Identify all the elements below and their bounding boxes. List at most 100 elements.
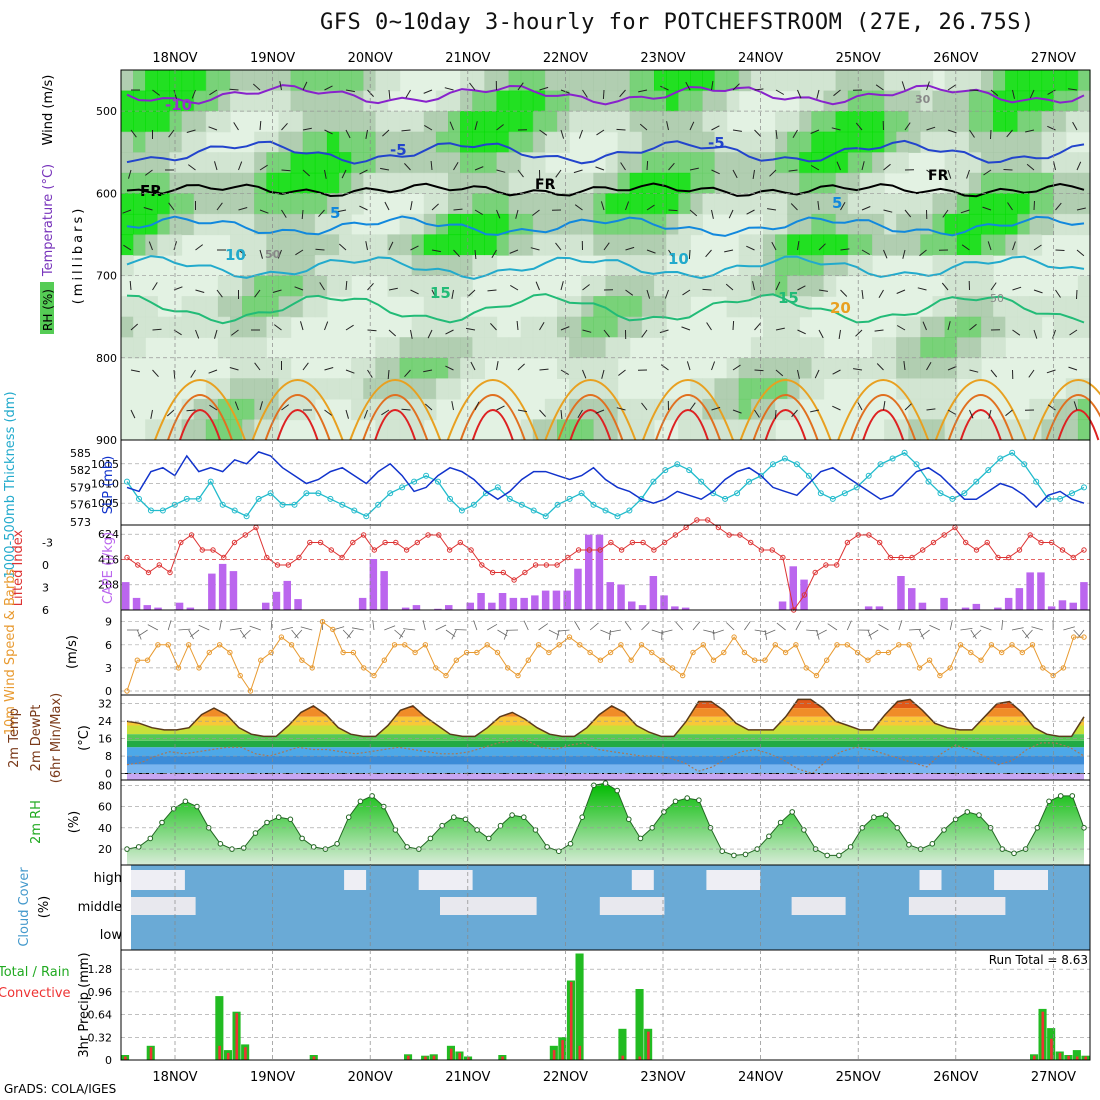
rh-cell bbox=[363, 234, 376, 256]
precip-convective-bar bbox=[501, 1056, 504, 1060]
rh-marker bbox=[661, 809, 667, 815]
rh-cell bbox=[605, 296, 619, 318]
rh-cell bbox=[169, 90, 183, 112]
rh-cell bbox=[121, 90, 134, 112]
rh-cell bbox=[702, 398, 716, 421]
rh-cell bbox=[278, 152, 292, 174]
wind-barb bbox=[384, 201, 390, 211]
rh-cell bbox=[617, 131, 631, 153]
wind-barb bbox=[539, 409, 546, 417]
precip-convective-bar bbox=[1041, 1011, 1045, 1060]
wind-barb bbox=[646, 160, 649, 171]
rh-cell bbox=[690, 90, 703, 112]
rh-cell bbox=[326, 275, 340, 297]
rh-cell bbox=[326, 378, 340, 400]
precip-total-bar bbox=[635, 989, 644, 1060]
cape-bar bbox=[1058, 600, 1067, 610]
wind-barb bbox=[315, 248, 325, 251]
wind-barb bbox=[917, 287, 927, 291]
rh-cell bbox=[472, 152, 485, 174]
rh-cell bbox=[763, 152, 776, 174]
rh-marker bbox=[275, 814, 282, 821]
temp-tick-label: 16 bbox=[98, 733, 112, 746]
rh-cell bbox=[605, 213, 619, 236]
cape-bar bbox=[466, 602, 474, 610]
lifted-index-marker bbox=[726, 532, 732, 538]
rh-cell bbox=[775, 316, 788, 338]
rh-cell bbox=[993, 70, 1006, 92]
wind-barb bbox=[539, 129, 548, 136]
lifted-index-marker bbox=[748, 539, 754, 546]
wind10-marker bbox=[391, 642, 398, 648]
rh-cell bbox=[472, 111, 485, 133]
lifted-index-marker bbox=[296, 554, 302, 561]
isotherm-label: FR bbox=[535, 177, 556, 193]
rh-cell bbox=[242, 152, 255, 174]
cape-bar bbox=[918, 602, 927, 610]
rh-cell bbox=[278, 398, 292, 421]
rh-cell bbox=[884, 213, 897, 236]
rh-cell bbox=[544, 316, 558, 338]
rh-cell bbox=[302, 70, 316, 92]
rh-cell bbox=[375, 70, 389, 92]
rh-cell bbox=[1065, 316, 1079, 338]
rh-tick-label: 80 bbox=[98, 779, 112, 792]
lifted-index-marker bbox=[178, 539, 184, 546]
cape-bar bbox=[574, 568, 582, 610]
cape-bar bbox=[369, 559, 378, 610]
rh-cell bbox=[496, 337, 510, 359]
cloud-high-cell bbox=[163, 870, 175, 890]
rh-cell bbox=[750, 131, 764, 153]
rh-cell bbox=[569, 172, 582, 194]
rh-cell bbox=[1029, 172, 1043, 194]
isotherm-label: 15 bbox=[778, 289, 799, 307]
precip-convective-bar bbox=[218, 1045, 221, 1060]
thickness-marker bbox=[339, 501, 346, 508]
rh-cell bbox=[738, 193, 752, 215]
rh-cell bbox=[629, 90, 643, 112]
rh-cell bbox=[908, 316, 921, 338]
rh-cell bbox=[460, 255, 473, 277]
rh-cell bbox=[981, 337, 994, 359]
rh-cell bbox=[520, 193, 534, 215]
rh-cell bbox=[775, 337, 788, 359]
rh-cell bbox=[605, 337, 619, 359]
wind-barb bbox=[318, 209, 325, 218]
rh-cell bbox=[569, 111, 582, 133]
rh-cell bbox=[472, 193, 485, 215]
rh-cell bbox=[242, 172, 255, 194]
rh-tick-label: 20 bbox=[98, 843, 112, 856]
temp-tick-label: 0 bbox=[105, 767, 112, 780]
rh-cell bbox=[763, 296, 776, 318]
wind-barb bbox=[689, 209, 698, 217]
rh-cell bbox=[884, 357, 897, 379]
wind-barb bbox=[797, 329, 806, 335]
lifted-index-marker bbox=[1016, 547, 1023, 553]
cloud-high-cell bbox=[1026, 870, 1038, 890]
wind-barb bbox=[130, 323, 139, 331]
day-label-top: 27NOV bbox=[1031, 51, 1076, 66]
cloud-high-cell bbox=[1036, 870, 1048, 890]
day-label-bottom: 24NOV bbox=[738, 1070, 783, 1085]
wind-barb bbox=[926, 81, 930, 91]
run-total-label: Run Total = 8.63 bbox=[989, 953, 1088, 967]
rh-cell bbox=[629, 316, 643, 338]
rh-cell bbox=[411, 172, 425, 194]
lifted-index-marker bbox=[984, 539, 990, 546]
rh-cell bbox=[678, 131, 691, 153]
rh-cell bbox=[714, 275, 728, 297]
lifted-index-marker bbox=[242, 532, 249, 538]
cape-bar bbox=[972, 603, 981, 610]
rh-cell bbox=[569, 234, 582, 256]
wind-barb bbox=[130, 129, 137, 138]
cape-bar bbox=[520, 597, 528, 610]
precip-convective-bar bbox=[235, 1013, 239, 1060]
wind-barb bbox=[173, 286, 183, 291]
rh-cell bbox=[702, 90, 716, 112]
rh-cell bbox=[859, 213, 873, 236]
rh-cell bbox=[1017, 213, 1030, 236]
wind10-barb bbox=[898, 620, 903, 631]
rh-cell bbox=[981, 275, 994, 297]
rh-cell bbox=[702, 111, 716, 133]
